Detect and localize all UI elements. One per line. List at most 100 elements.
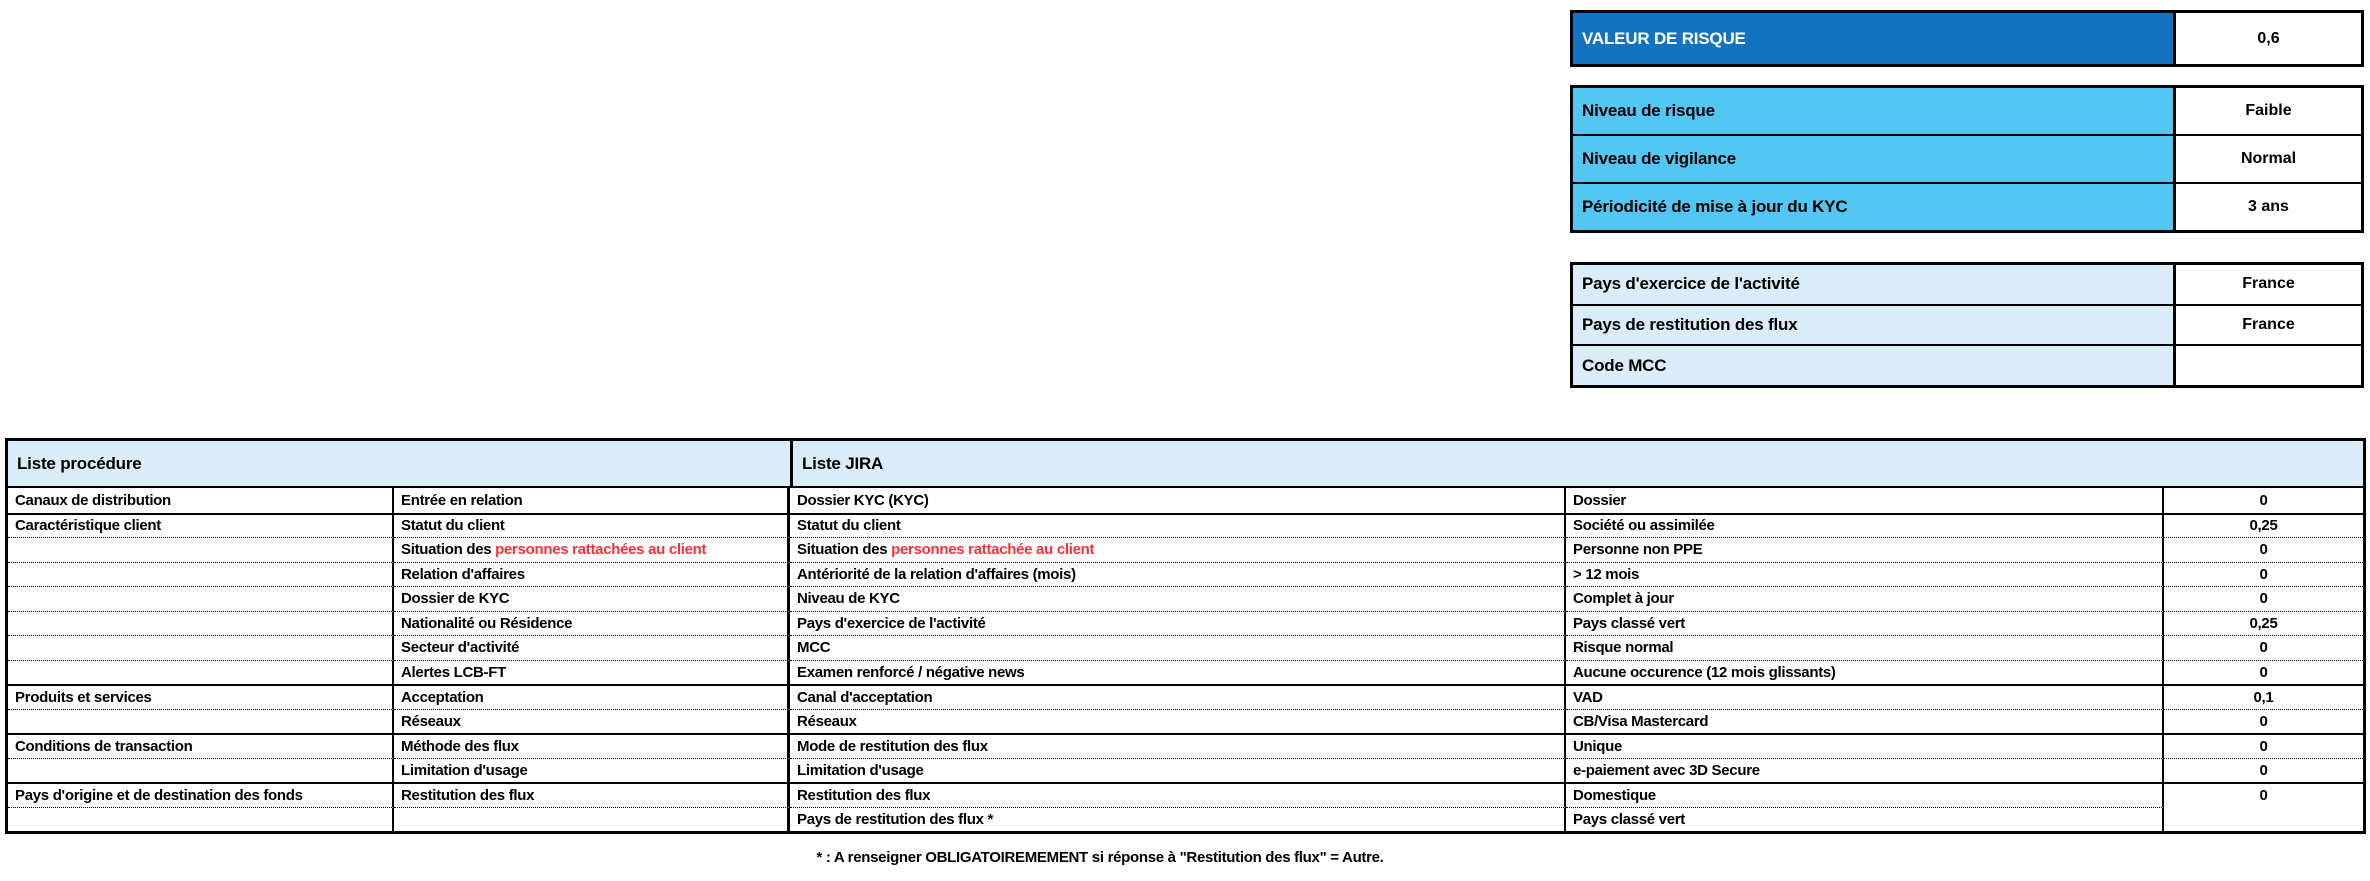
mcc-code-value-cell[interactable] [2173, 346, 2361, 386]
flux-country-label-cell[interactable]: Pays de restitution des flux [1573, 305, 2173, 345]
risk-level-row: Niveau de risque Faible [1573, 88, 2361, 134]
cell-procedure-item[interactable]: Entrée en relation [394, 488, 790, 513]
cell-procedure-item[interactable]: Nationalité ou Résidence [394, 610, 790, 635]
cell-procedure-item[interactable]: Limitation d'usage [394, 757, 790, 782]
cell-answer[interactable]: Dossier [1566, 488, 2164, 513]
cell-value[interactable]: 0 [2164, 782, 2363, 807]
cell-answer[interactable]: CB/Visa Mastercard [1566, 708, 2164, 733]
cell-jira-item[interactable]: Situation des personnes rattachée au cli… [790, 537, 1566, 562]
risk-value-panel: VALEUR DE RISQUE 0,6 [1570, 10, 2364, 67]
risk-value-cell[interactable]: 0,6 [2173, 13, 2361, 64]
risk-level-value-cell[interactable]: Faible [2173, 88, 2361, 134]
table-row: Limitation d'usage Limitation d'usage e-… [8, 757, 2363, 783]
cell-category[interactable] [8, 635, 394, 660]
cell-category[interactable] [8, 610, 394, 635]
cell-jira-item[interactable]: Statut du client [790, 512, 1566, 537]
cell-answer[interactable]: Complet à jour [1566, 586, 2164, 611]
cell-jira-item[interactable]: Niveau de KYC [790, 586, 1566, 611]
table-header-jira[interactable]: Liste JIRA [802, 453, 884, 473]
risk-value-label-cell[interactable]: VALEUR DE RISQUE [1573, 13, 2173, 64]
flux-country-row: Pays de restitution des flux France [1573, 303, 2361, 345]
cell-value[interactable]: 0 [2164, 708, 2363, 734]
cell-category[interactable] [8, 708, 394, 733]
table-body: Canaux de distribution Entrée en relatio… [8, 488, 2363, 831]
cell-category[interactable]: Pays d'origine et de destination des fon… [8, 782, 394, 807]
cell-procedure-item[interactable]: Restitution des flux [394, 782, 790, 807]
cell-value[interactable]: 0,25 [2164, 512, 2363, 538]
cell-category[interactable]: Produits et services [8, 684, 394, 709]
cell-answer[interactable]: Aucune occurence (12 mois glissants) [1566, 659, 2164, 684]
cell-jira-item[interactable]: Mode de restitution des flux [790, 733, 1566, 758]
cell-procedure-item[interactable]: Réseaux [394, 708, 790, 733]
cell-procedure-item[interactable]: Dossier de KYC [394, 586, 790, 611]
kyc-update-value-cell[interactable]: 3 ans [2173, 184, 2361, 230]
cell-value[interactable]: 0,25 [2164, 610, 2363, 636]
cell-procedure-item[interactable]: Alertes LCB-FT [394, 659, 790, 684]
cell-category[interactable] [8, 806, 394, 831]
cell-category[interactable] [8, 561, 394, 586]
cell-jira-item[interactable]: Réseaux [790, 708, 1566, 733]
cell-value[interactable]: 0 [2164, 733, 2363, 758]
cell-value[interactable]: 0 [2164, 635, 2363, 660]
cell-jira-item[interactable]: Canal d'acceptation [790, 684, 1566, 709]
footnote: * : A renseigner OBLIGATOIREMEMENT si ré… [816, 849, 1384, 866]
cell-procedure-item[interactable]: Méthode des flux [394, 733, 790, 758]
cell-value[interactable] [2164, 807, 2363, 832]
table-row: Secteur d'activité MCC Risque normal 0 [8, 635, 2363, 660]
kyc-update-row: Périodicité de mise à jour du KYC 3 ans [1573, 182, 2361, 230]
cell-answer[interactable]: VAD [1566, 684, 2164, 709]
vigilance-level-value-cell[interactable]: Normal [2173, 136, 2361, 182]
cell-answer[interactable]: Pays classé vert [1566, 610, 2164, 635]
cell-category[interactable]: Canaux de distribution [8, 488, 394, 513]
risk-summary-panel: Niveau de risque Faible Niveau de vigila… [1570, 85, 2364, 233]
cell-category[interactable]: Caractéristique client [8, 512, 394, 537]
cell-procedure-item[interactable]: Statut du client [394, 512, 790, 537]
cell-answer[interactable]: Risque normal [1566, 635, 2164, 660]
cell-answer[interactable]: e-paiement avec 3D Secure [1566, 757, 2164, 782]
cell-answer[interactable]: Domestique [1566, 782, 2164, 807]
cell-jira-item[interactable]: Examen renforcé / négative news [790, 659, 1566, 684]
cell-procedure-item[interactable]: Acceptation [394, 684, 790, 709]
vigilance-level-label-cell[interactable]: Niveau de vigilance [1573, 136, 2173, 182]
cell-value[interactable]: 0,1 [2164, 684, 2363, 709]
cell-answer[interactable]: Unique [1566, 733, 2164, 758]
cell-procedure-item[interactable]: Situation des personnes rattachées au cl… [394, 537, 790, 562]
cell-jira-item[interactable]: Antériorité de la relation d'affaires (m… [790, 561, 1566, 586]
cell-jira-item[interactable]: Limitation d'usage [790, 757, 1566, 782]
cell-value[interactable]: 0 [2164, 659, 2363, 685]
cell-answer[interactable]: > 12 mois [1566, 561, 2164, 586]
cell-text: Situation des [797, 541, 892, 559]
cell-procedure-item[interactable] [394, 806, 790, 831]
cell-value[interactable]: 0 [2164, 537, 2363, 562]
cell-answer[interactable]: Personne non PPE [1566, 537, 2164, 562]
cell-category[interactable] [8, 586, 394, 611]
cell-value[interactable]: 0 [2164, 757, 2363, 783]
cell-value[interactable]: 0 [2259, 491, 2268, 509]
table-header-procedure[interactable]: Liste procédure [8, 441, 793, 486]
activity-country-row: Pays d'exercice de l'activité France [1573, 265, 2361, 304]
cell-jira-item[interactable]: Pays de restitution des flux * [790, 806, 1566, 831]
mcc-code-label-cell[interactable]: Code MCC [1573, 346, 2173, 386]
table-row: Relation d'affaires Antériorité de la re… [8, 561, 2363, 587]
cell-procedure-item[interactable]: Relation d'affaires [394, 561, 790, 586]
flux-country-value-cell[interactable]: France [2173, 305, 2361, 345]
risk-level-label-cell[interactable]: Niveau de risque [1573, 88, 2173, 134]
cell-answer[interactable]: Société ou assimilée [1566, 512, 2164, 537]
activity-country-label-cell[interactable]: Pays d'exercice de l'activité [1573, 265, 2173, 304]
cell-category[interactable] [8, 757, 394, 782]
cell-jira-item[interactable]: MCC [790, 635, 1566, 660]
kyc-update-label-cell[interactable]: Périodicité de mise à jour du KYC [1573, 184, 2173, 230]
cell-value[interactable]: 0 [2164, 561, 2363, 587]
cell-jira-item[interactable]: Dossier KYC (KYC) [790, 488, 1566, 513]
cell-category[interactable] [8, 537, 394, 562]
cell-jira-item[interactable]: Pays d'exercice de l'activité [790, 610, 1566, 635]
cell-category[interactable] [8, 659, 394, 684]
table-row: Pays d'origine et de destination des fon… [8, 782, 2363, 807]
activity-country-value-cell[interactable]: France [2173, 265, 2361, 304]
cell-value[interactable]: 0 [2164, 586, 2363, 611]
cell-procedure-item[interactable]: Secteur d'activité [394, 635, 790, 660]
cell-answer[interactable]: Pays classé vert [1566, 806, 2164, 831]
cell-jira-item[interactable]: Restitution des flux [790, 782, 1566, 807]
risk-matrix-table: Liste procédure Liste JIRA Canaux de dis… [5, 438, 2366, 834]
cell-category[interactable]: Conditions de transaction [8, 733, 394, 758]
